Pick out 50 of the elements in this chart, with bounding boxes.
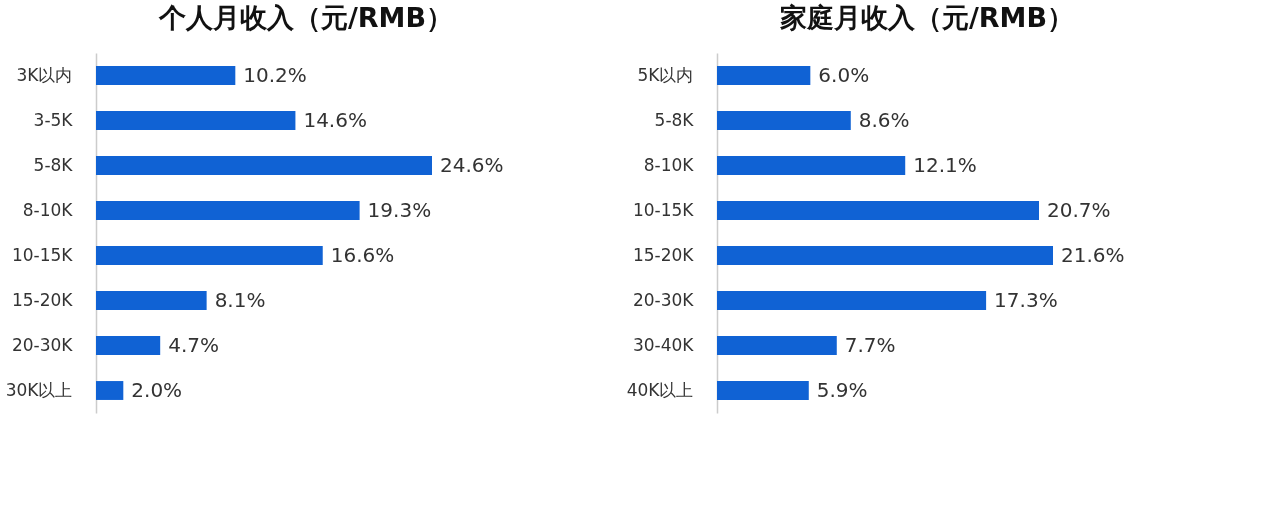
- bar: [96, 246, 323, 265]
- y-tick-label: 10-15K: [632, 199, 695, 220]
- y-tick-label: 20-30K: [632, 289, 695, 310]
- y-tick-label: 40K以上: [626, 379, 694, 400]
- data-label: 10.2%: [243, 62, 307, 87]
- y-tick-label: 5-8K: [654, 109, 695, 130]
- bar: [96, 291, 207, 310]
- bar: [96, 66, 236, 85]
- y-tick-label: 15-20K: [632, 244, 695, 265]
- bar: [96, 111, 296, 130]
- data-label: 8.1%: [214, 287, 266, 312]
- bar: [717, 66, 811, 85]
- bar: [717, 381, 809, 400]
- y-tick-label: 15-20K: [11, 289, 74, 310]
- data-label: 7.7%: [844, 332, 896, 357]
- bar: [717, 111, 851, 130]
- data-label: 19.3%: [367, 197, 432, 222]
- data-label: 6.0%: [818, 62, 870, 87]
- bar: [96, 381, 124, 400]
- y-tick-label: 10-15K: [11, 244, 74, 265]
- data-label: 4.7%: [168, 332, 220, 357]
- data-label: 16.6%: [330, 242, 395, 267]
- bar: [717, 156, 906, 175]
- data-label: 14.6%: [303, 107, 367, 132]
- y-tick-label: 3K以内: [16, 64, 73, 85]
- y-tick-label: 3-5K: [33, 109, 74, 130]
- data-label: 5.9%: [816, 377, 868, 402]
- y-tick-label: 30-40K: [632, 334, 695, 355]
- bar: [96, 336, 161, 355]
- bar: [717, 201, 1039, 220]
- y-tick-label: 20-30K: [11, 334, 74, 355]
- bar: [717, 246, 1053, 265]
- y-tick-label: 30K以上: [5, 379, 73, 400]
- bar: [96, 156, 432, 175]
- data-label: 21.6%: [1061, 242, 1125, 267]
- y-tick-label: 8-10K: [643, 154, 695, 175]
- y-tick-label: 5K以内: [637, 64, 694, 85]
- data-label: 12.1%: [913, 152, 977, 177]
- y-tick-label: 8-10K: [22, 199, 74, 220]
- chart-title: 个人月收入（元/RMB）: [157, 2, 454, 33]
- bar: [717, 291, 987, 310]
- y-tick-label: 5-8K: [33, 154, 74, 175]
- data-label: 8.6%: [858, 107, 910, 132]
- data-label: 24.6%: [440, 152, 504, 177]
- data-label: 17.3%: [994, 287, 1058, 312]
- data-label: 2.0%: [131, 377, 183, 402]
- data-label: 20.7%: [1047, 197, 1111, 222]
- bar: [96, 201, 360, 220]
- chart-title: 家庭月收入（元/RMB）: [778, 2, 1075, 33]
- bar: [717, 336, 837, 355]
